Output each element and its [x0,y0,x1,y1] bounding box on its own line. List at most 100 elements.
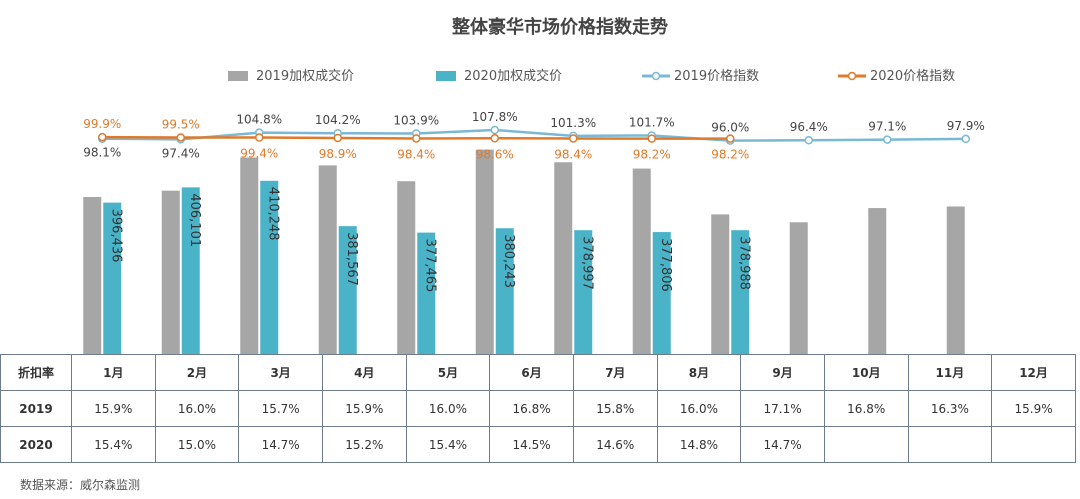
index-2019-point [961,134,970,144]
table-cell: 16.0% [154,390,240,427]
bar-2020-label: 377,465 [422,239,437,293]
table-cell: 16.3% [907,390,993,427]
legend-label: 2019加权成交价 [256,68,354,84]
table-cell: 14.8% [656,426,742,463]
index-2020-point [333,133,342,143]
table-cell [991,426,1076,463]
bar-2020 [181,187,200,355]
bar-2020 [260,180,279,355]
bar-2019 [318,165,337,355]
index-2019-label: 97.1% [868,120,906,134]
table-cell: 14.7% [740,426,825,463]
table-cell: 16.8% [823,390,909,427]
table-cell: 16.0% [656,390,742,427]
legend: 2019加权成交价 2020加权成交价 2019价格指数 2020价格指数 [228,68,955,84]
labels-layer: 396,436 406,101 410,248 381,567 377,465 380,2… [83,110,985,292]
bar-2019 [711,214,730,355]
index-2019-label: 101.3% [550,116,596,130]
legend-swatch [228,71,248,81]
index-2019-label: 97.9% [947,119,985,133]
bar-2020-label: 378,997 [579,236,594,290]
table-month-header: 2月 [154,354,240,391]
index-2020-point [647,134,656,143]
table-row: 2019 15.9% 16.0% 15.7% 15.9% 16.0% 16.8% 15.8% 1… [0,390,1076,427]
index-2019-label: 97.4% [162,146,200,160]
table-cell: 16.0% [405,390,491,427]
bar-2020 [417,232,436,355]
table-corner-header: 折扣率 [0,354,72,391]
legend-label: 2020价格指数 [870,68,955,84]
index-2019-label: 107.8% [472,110,518,124]
bar-2019 [475,149,494,355]
table-cell: 14.7% [238,426,323,463]
bar-2019 [868,208,887,355]
bar-2020-label: 377,806 [658,238,673,292]
index-2020-point [412,134,421,143]
index-2019-label: 104.2% [315,113,361,127]
table-month-header: 11月 [907,354,993,391]
bar-2019 [554,162,573,355]
index-2020-label: 99.5% [162,117,200,131]
index-2020-point [176,133,185,142]
discount-rate-table: 折扣率 1月 2月 3月 4月 5月 6月 7月 8月 9月 10月 11月 12月 2019 15.9% 1… [0,354,1076,463]
index-2020-label: 99.4% [240,147,278,161]
table-cell: 15.7% [238,390,323,427]
index-2020-point [569,134,578,143]
index-2020-label: 98.2% [633,148,671,162]
table-cell: 15.9% [991,390,1076,427]
table-row: 2020 15.4% 15.0% 14.7% 15.2% 15.4% 14.5% 14.6% 1… [0,426,1076,463]
legend-label: 2020加权成交价 [464,68,562,84]
index-2020-point [98,132,107,142]
table-row-label: 2020 [0,426,72,463]
bar-2019 [161,190,180,355]
table-cell: 17.1% [740,390,825,427]
bar-2019 [240,157,259,355]
table-month-header: 4月 [321,354,407,391]
bar-2019 [397,181,416,355]
index-2020-point [255,133,264,142]
index-2019-point [490,125,499,135]
index-2019-label: 101.7% [629,115,675,129]
table-month-header: 9月 [740,354,825,391]
table-cell: 15.4% [405,426,491,463]
table-cell: 15.4% [71,426,156,463]
table-cell: 14.5% [489,426,574,463]
table-cell [823,426,909,463]
table-month-header: 7月 [572,354,658,391]
bar-2020-label: 378,988 [736,236,751,290]
table-month-header: 5月 [405,354,491,391]
table-cell: 15.8% [572,390,658,427]
table-cell [907,426,993,463]
bar-2019 [789,222,808,355]
data-source: 数据来源：威尔森监测 [20,478,141,492]
table-month-header: 3月 [238,354,323,391]
index-2019-point [883,135,892,144]
index-2020-label: 98.4% [554,147,592,161]
table-cell: 15.0% [154,426,240,463]
legend-marker [651,71,661,81]
bars-layer [83,149,965,355]
bar-2019 [946,206,965,355]
table-month-header: 6月 [489,354,574,391]
table-month-header: 1月 [71,354,156,391]
bar-2020 [731,230,750,355]
bar-2020-label: 410,248 [265,187,280,241]
legend-label: 2019价格指数 [674,68,759,84]
index-2019-label: 103.9% [393,113,439,127]
index-2020-label: 98.2% [711,148,749,162]
index-2019-label: 98.1% [83,146,121,160]
index-2019-label: 104.8% [236,113,282,127]
bar-2019 [83,197,102,355]
table-row-label: 2019 [0,390,72,427]
index-2019-point [804,135,813,145]
table-cell: 14.6% [572,426,658,463]
index-2020-label: 99.9% [83,117,121,131]
lines-layer [98,125,970,145]
table-cell: 15.9% [71,390,156,427]
table-cell: 15.2% [321,426,407,463]
index-2020-label: 98.9% [319,147,357,161]
bar-2020 [574,230,593,355]
index-2020-label: 98.6% [476,147,514,161]
price-index-chart: 整体豪华市场价格指数走势 2019加权成交价 2020加权成交价 2019价格指数 2… [83,16,985,355]
index-2020-label: 98.4% [397,147,435,161]
